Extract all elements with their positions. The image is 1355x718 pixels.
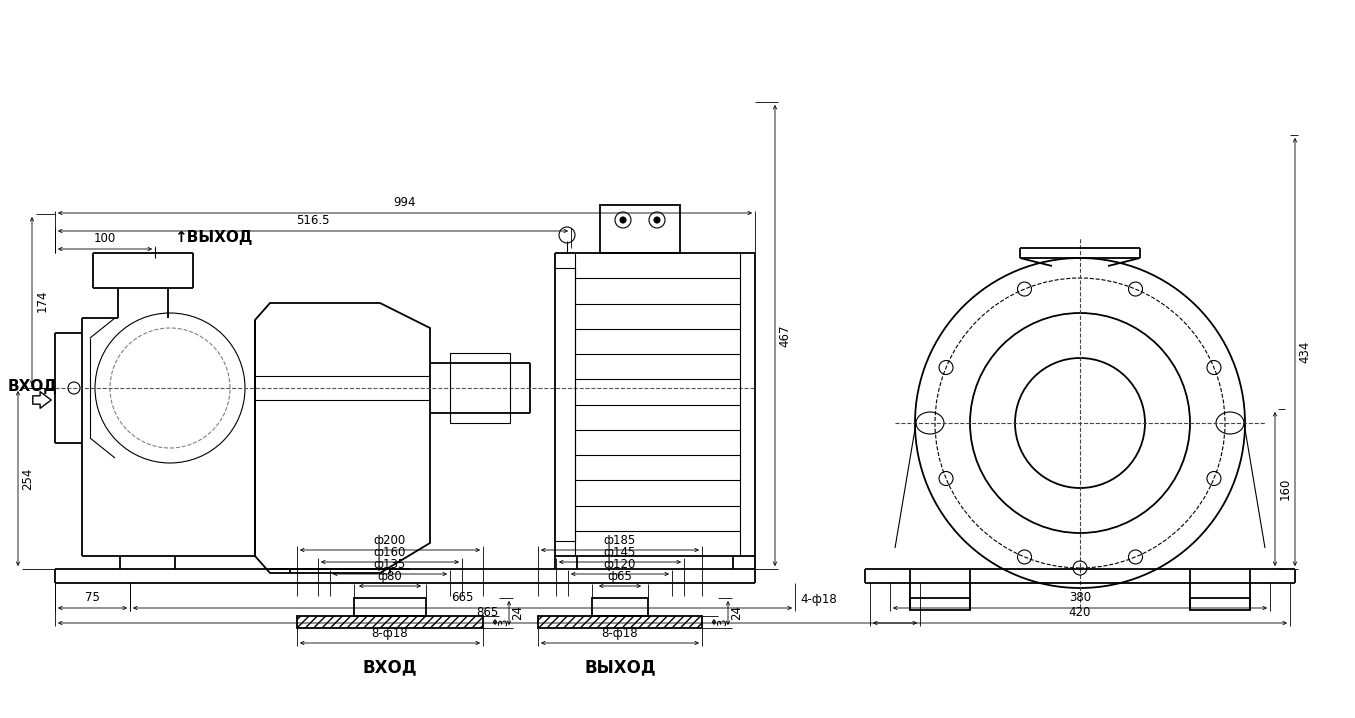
Text: ф160: ф160 [374,546,406,559]
Circle shape [621,217,626,223]
Text: 665: 665 [451,591,474,604]
Text: ↑ВЫХОД: ↑ВЫХОД [173,230,252,245]
Bar [600,205,680,253]
Bar [354,598,425,616]
Text: 467: 467 [779,325,791,347]
Bar [592,598,648,616]
Text: ВЫХОД: ВЫХОД [584,658,656,676]
Text: 254: 254 [22,467,34,490]
Text: 160: 160 [1279,477,1291,500]
Text: 4-ф18: 4-ф18 [799,594,837,607]
Text: 24: 24 [730,605,744,620]
Text: 865: 865 [477,606,499,619]
Text: 174: 174 [35,290,49,312]
Text: 380: 380 [1069,591,1091,604]
Text: 994: 994 [394,196,416,209]
Text: ф185: ф185 [604,534,635,547]
Bar [1190,598,1251,610]
Bar [450,353,509,423]
Text: ВХОД: ВХОД [363,658,417,676]
Circle shape [654,217,660,223]
Text: ф120: ф120 [604,558,637,571]
Text: ф135: ф135 [374,558,406,571]
Text: 24: 24 [511,605,524,620]
Text: ф65: ф65 [607,570,633,583]
Bar [911,598,970,610]
Text: 516.5: 516.5 [297,214,329,227]
Text: 3: 3 [717,618,729,625]
Bar [538,616,702,628]
Bar [297,616,482,628]
Text: 434: 434 [1298,341,1312,363]
Text: 75: 75 [85,591,100,604]
Text: ф80: ф80 [378,570,402,583]
Text: 100: 100 [93,232,117,245]
Text: 3: 3 [497,618,511,625]
Text: 8-ф18: 8-ф18 [371,627,408,640]
Text: ВХОД: ВХОД [8,378,58,393]
Text: 8-ф18: 8-ф18 [602,627,638,640]
Text: ф145: ф145 [604,546,637,559]
FancyArrowPatch shape [33,391,51,409]
Text: 420: 420 [1069,606,1091,619]
Text: ф200: ф200 [374,534,406,547]
